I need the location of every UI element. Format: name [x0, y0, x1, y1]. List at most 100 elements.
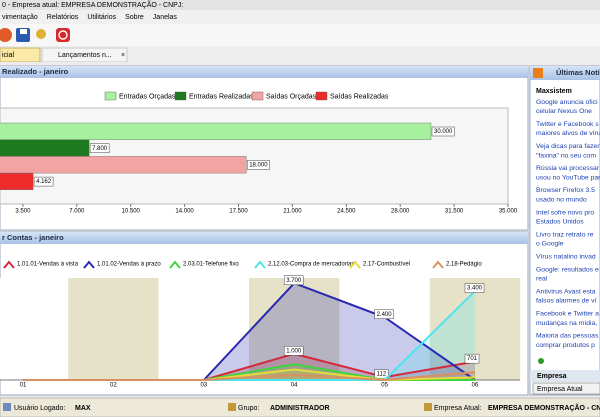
news-link[interactable]: Livro traz retrato re	[536, 231, 594, 238]
menu-item[interactable]: vimentação	[2, 14, 38, 21]
news-link[interactable]: Veja dicas para fazer	[536, 143, 600, 150]
menu-item[interactable]: Utilitários	[87, 14, 116, 21]
group-icon	[228, 403, 236, 411]
status-value: ADMINISTRADOR	[270, 405, 330, 412]
news-link[interactable]: usou no YouTube para	[536, 174, 600, 181]
title-bar	[0, 0, 600, 10]
status-label: Grupo:	[238, 405, 259, 412]
news-link[interactable]: real	[536, 276, 548, 283]
legend-label: 2.03.01-Telefone fixo	[183, 262, 239, 268]
legend-label: Entradas Orçadas	[119, 93, 176, 100]
x-tick-label: 7.000	[69, 209, 85, 215]
news-link[interactable]: Estados Unidos	[536, 219, 584, 226]
legend-label: 2.17-Combustível	[363, 262, 410, 268]
legend-label: Entradas Realizadas	[189, 93, 254, 100]
value-label-box	[431, 126, 455, 137]
news-link[interactable]: Google: resultados e	[536, 266, 599, 273]
value-label-box	[374, 309, 394, 319]
news-link[interactable]: usado no mundo	[536, 196, 587, 203]
news-link[interactable]: Maioria das pessoas	[536, 333, 599, 340]
value-label: 30.000	[434, 129, 453, 135]
bar	[0, 122, 432, 140]
legend-icon	[349, 260, 361, 269]
news-link[interactable]: Vírus natalino invad	[536, 253, 596, 260]
panel-title: r Contas - janeiro	[2, 233, 64, 242]
legend-label: Saídas Realizadas	[330, 93, 389, 100]
legend-icon	[3, 260, 15, 269]
save-icon-label	[20, 29, 27, 34]
company-button[interactable]	[532, 382, 600, 395]
panel-header	[530, 66, 600, 80]
value-label: 2.400	[377, 312, 393, 318]
rss-icon	[533, 68, 543, 78]
legend-swatch	[315, 91, 328, 101]
value-label-box	[283, 275, 304, 285]
value-label-box	[464, 283, 485, 293]
x-tick-label: 05	[381, 383, 388, 389]
x-tick-label: 3.500	[15, 209, 31, 215]
value-label-box	[464, 353, 480, 364]
news-link[interactable]: Google anuncia ofici	[536, 99, 598, 106]
news-link[interactable]: comprar produtos p	[536, 342, 595, 349]
legend-icon	[254, 260, 266, 269]
news-link[interactable]: "faxina" no seu com	[536, 152, 596, 159]
tab-close[interactable]: ×	[121, 52, 125, 59]
news-link[interactable]: mudanças na mídia,	[536, 320, 597, 327]
bar	[0, 172, 34, 191]
x-tick-label: 35.000	[499, 209, 518, 215]
status-value: MAX	[75, 405, 91, 412]
value-label: 1.000	[286, 348, 302, 354]
status-bar	[0, 397, 600, 417]
value-label: 3.400	[467, 286, 483, 292]
refresh-icon[interactable]	[538, 358, 544, 364]
news-link[interactable]: Antivírus Avast esta	[536, 288, 596, 295]
news-link[interactable]: Intel sofre novo pro	[536, 209, 594, 216]
value-label-box	[283, 346, 304, 356]
company-button-label: Empresa Atual	[537, 386, 583, 393]
menu-item[interactable]: Relatórios	[47, 14, 79, 21]
power-icon[interactable]	[56, 28, 70, 42]
news-title: Últimas Notí	[556, 68, 600, 77]
keys-icon[interactable]	[36, 29, 46, 39]
category-band	[339, 278, 430, 380]
menu-item[interactable]: Janelas	[153, 14, 178, 21]
status-label: Usuário Logado:	[14, 405, 65, 412]
window-title: 0 - Empresa atual: EMPRESA DEMONSTRAÇÃO …	[2, 0, 183, 9]
tab-label: Lançamentos n...	[58, 52, 112, 59]
news-link[interactable]: o Google	[536, 241, 564, 248]
news-link[interactable]: maiores alvos de víru	[536, 130, 600, 137]
legend-icon	[432, 260, 444, 269]
news-link[interactable]: celular Nexus One	[536, 108, 592, 115]
legend-label: 1.01.01-Vendas à vista	[17, 262, 79, 268]
news-panel	[529, 65, 600, 396]
news-link[interactable]: falsos alarmes de ví	[536, 298, 597, 305]
panel-header	[0, 232, 528, 244]
category-band	[158, 278, 249, 380]
category-band	[68, 278, 159, 380]
value-label: 3.700	[286, 278, 302, 284]
x-tick-label: 02	[110, 383, 117, 389]
menu-item[interactable]: Sobre	[125, 14, 144, 21]
series-area	[23, 291, 475, 380]
series-line	[23, 371, 476, 382]
value-label: 112	[377, 372, 387, 378]
company-header	[530, 370, 600, 382]
tool-icon[interactable]	[0, 28, 12, 42]
value-label-box	[246, 160, 270, 170]
menu-bar	[0, 10, 600, 24]
news-link[interactable]: Browser Firefox 3.5	[536, 187, 595, 194]
bar	[0, 156, 247, 174]
bar	[0, 139, 90, 157]
company-label: Empresa	[537, 373, 567, 380]
news-link[interactable]: Facebook e Twitter a	[536, 310, 599, 317]
value-label: 4.162	[36, 179, 52, 185]
value-label-box	[89, 143, 110, 153]
user-icon	[3, 403, 11, 411]
x-tick-label: 06	[472, 383, 479, 389]
news-link[interactable]: Twitter e Facebook s	[536, 121, 599, 128]
x-tick-label: 01	[20, 383, 27, 389]
x-tick-label: 04	[291, 383, 298, 389]
value-label: 18.000	[249, 162, 268, 168]
news-link[interactable]: Rússia vai processar	[536, 165, 600, 172]
